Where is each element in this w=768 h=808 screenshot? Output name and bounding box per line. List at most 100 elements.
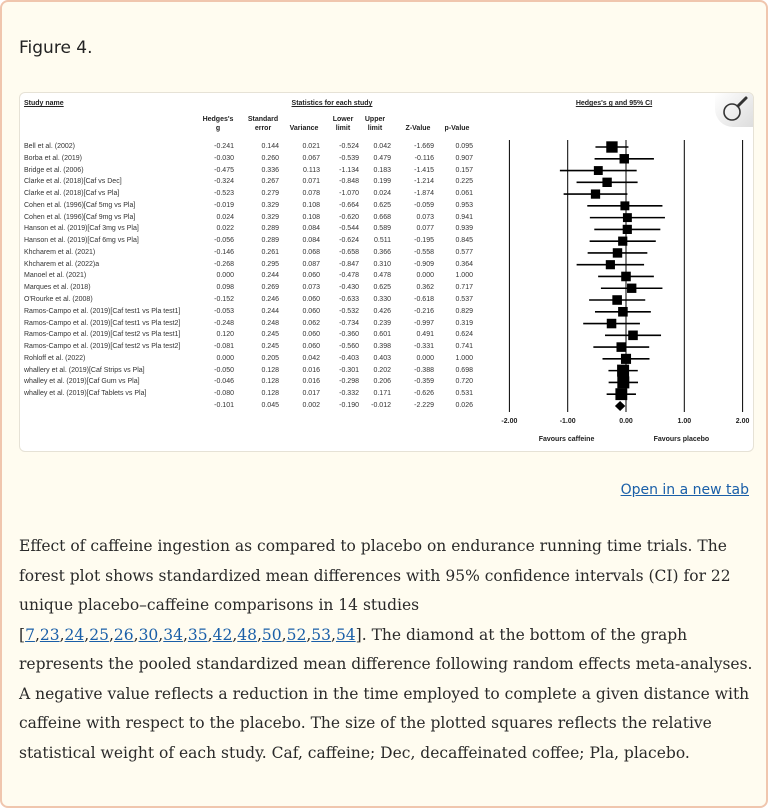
reference-link[interactable]: 35 [187,625,208,644]
study-name-cell: Bridge et al. (2006) [24,166,84,174]
reference-link[interactable]: 26 [113,625,134,644]
reference-link[interactable]: 42 [212,625,233,644]
cell-upper: 0.511 [374,237,391,245]
cell-se: 0.248 [261,319,279,327]
figure-caption: Effect of caffeine ingestion as compared… [19,537,753,762]
caption-text: Effect of caffeine ingestion as compared… [19,537,731,644]
study-name-cell: Rohloff et al. (2022) [24,354,86,362]
plot-group-header: Hedges's g and 95% CI [575,100,653,107]
cell-var: 0.071 [302,178,320,186]
summary-cell-p: 0.026 [455,401,473,409]
cell-lower: -0.360 [339,331,359,339]
cell-var: 0.078 [302,190,320,198]
forest-plot: -2.00 -1.00 0.00 1.00 2.00 Favours caffeine Fa… [501,140,750,443]
cell-var: 0.084 [302,237,320,245]
reference-link[interactable]: 7 [25,625,35,644]
cell-z: -0.558 [414,248,434,256]
forest-plot-figure[interactable]: -2.00 -1.00 0.00 1.00 2.00 Favours caffeine Fa… [19,92,754,452]
reference-link[interactable]: 54 [335,625,356,644]
cell-var: 0.017 [302,390,320,398]
cell-z: 0.073 [416,213,434,221]
cell-se: 0.260 [261,154,279,162]
cell-g: -0.523 [214,190,234,198]
cell-var: 0.042 [302,354,320,362]
reference-link[interactable]: 34 [163,625,183,644]
cell-se: 0.244 [261,307,279,315]
cell-z: -0.216 [414,307,434,315]
cell-g: -0.146 [214,248,234,256]
caption-text: ]. The diamond at the bottom of the grap… [19,625,753,762]
cell-p: 0.907 [455,154,473,162]
cell-upper: 0.478 [373,272,391,280]
effect-size-square [621,271,631,282]
reference-link[interactable]: 30 [138,625,159,644]
reference-link[interactable]: 50 [261,625,282,644]
cell-upper: 0.625 [373,284,391,292]
cell-p: 0.577 [455,248,473,256]
cell-lower: -0.560 [339,343,359,351]
pooled-effect-diamond [614,400,626,411]
cell-g: -0.152 [214,296,234,303]
cell-p: 0.741 [455,343,473,351]
study-name-cell: Cohen et al. (1996)[Caf 5mg vs Pla] [24,201,136,209]
favours-caffeine-label: Favours caffeine [539,436,595,443]
summary-cell-var: 0.002 [302,401,320,409]
cell-z: -0.909 [414,260,434,268]
cell-z: -0.116 [414,154,434,162]
effect-size-square [605,260,615,270]
column-header-line2: Variance [289,125,319,132]
column-header-line1: Standard [247,116,279,123]
reference-link[interactable]: 52 [286,625,307,644]
cell-g: 0.022 [216,225,234,233]
summary-cell-z: -2.229 [414,401,434,409]
reference-link[interactable]: 23 [39,625,60,644]
x-tick-label: 2.00 [736,418,750,425]
cell-se: 0.279 [261,190,279,198]
cell-z: -0.626 [414,390,434,398]
cell-g: -0.019 [214,201,234,209]
reference-link[interactable]: 24 [64,625,85,644]
cell-lower: -1.070 [339,190,359,198]
cell-z: -0.997 [414,319,434,327]
cell-upper: 0.668 [373,213,391,221]
study-name-cell: Cohen et al. (1996)[Caf 9mg vs Pla] [24,213,136,221]
cell-z: -1.874 [414,190,434,198]
open-in-new-tab-link[interactable]: Open in a new tab [620,482,749,498]
cell-lower: -0.664 [339,201,359,209]
effect-size-square [612,248,623,258]
cell-lower: -0.734 [339,319,359,327]
cell-p: 1.000 [455,354,473,362]
cell-g: 0.024 [216,213,234,221]
cell-p: 0.095 [455,143,473,150]
reference-link[interactable]: 53 [311,625,331,644]
effect-size-square [615,388,628,401]
study-name-cell: Khcharem et al. (2022)a [24,260,100,268]
cell-upper: 0.199 [373,178,391,186]
cell-var: 0.113 [303,166,320,174]
cell-se: 0.205 [261,354,279,362]
study-name-cell: Clarke et al. (2018)[Caf vs Pla] [24,190,120,198]
effect-size-square [618,236,628,246]
cell-g: 0.120 [216,331,234,339]
cell-g: -0.056 [214,237,234,245]
column-header-line1: Lower [332,116,354,123]
reference-link[interactable]: 48 [237,625,257,644]
cell-upper: 0.239 [373,319,391,327]
cell-var: 0.060 [302,272,320,280]
cell-lower: -0.624 [339,237,359,245]
cell-g: -0.050 [214,366,234,374]
study-name-cell: whalley et al. (2019)[Caf Gum vs Pla] [24,378,140,386]
cell-upper: 0.206 [373,378,391,386]
cell-upper: 0.310 [373,260,391,268]
study-name-cell: Ramos-Campo et al. (2019)[Caf test1 vs P… [24,307,181,315]
cell-var: 0.062 [302,319,320,327]
cell-var: 0.060 [302,307,320,315]
reference-link[interactable]: 25 [89,625,109,644]
study-name-cell: Borba et al. (2019) [24,154,82,162]
cell-g: 0.098 [216,284,234,292]
magnifier-icon[interactable] [715,93,753,127]
study-name-cell: Ramos-Campo et al. (2019)[Caf test2 vs P… [24,343,181,351]
cell-lower: -0.332 [339,390,359,398]
column-header-line2: Z-Value [405,125,431,132]
cell-upper: 0.202 [373,366,391,374]
